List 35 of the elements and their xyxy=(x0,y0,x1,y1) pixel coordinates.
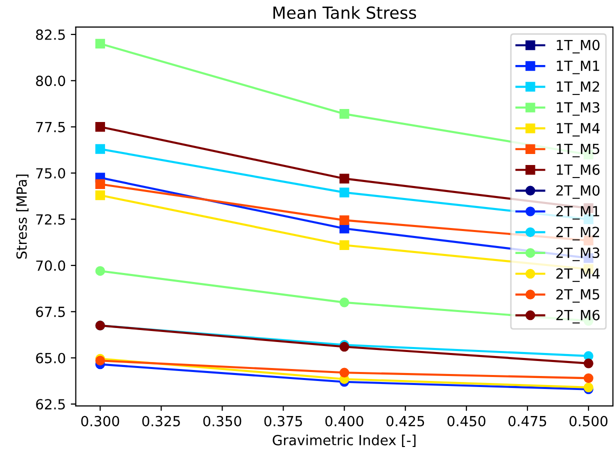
y-tick-label: 77.5 xyxy=(36,122,65,132)
legend-label: 2T_M5 xyxy=(556,289,600,303)
x-tick-label: 0.400 xyxy=(325,416,364,426)
y-tick-label: 70.0 xyxy=(36,260,66,271)
y-axis-title: Stress [MPa] xyxy=(16,174,29,259)
y-tick-label: 82.5 xyxy=(36,29,65,40)
legend-label: 1T_M3 xyxy=(556,102,600,116)
x-tick-label: 0.350 xyxy=(203,416,242,426)
legend-label: 1T_M2 xyxy=(556,81,600,95)
x-tick-label: 0.300 xyxy=(81,416,120,426)
y-tick-label: 62.5 xyxy=(36,399,65,410)
x-tick-label: 0.425 xyxy=(386,416,424,426)
legend-label: 2T_M1 xyxy=(556,206,600,220)
legend-label: 2T_M2 xyxy=(556,226,600,240)
x-tick-label: 0.375 xyxy=(264,416,302,426)
y-tick-label: 75.0 xyxy=(36,168,66,179)
legend-label: 2T_M3 xyxy=(556,248,600,262)
x-tick-label: 0.500 xyxy=(570,416,608,426)
x-tick-label: 0.475 xyxy=(508,416,546,426)
legend-label: 1T_M1 xyxy=(556,60,600,74)
legend-label: 2T_M0 xyxy=(556,185,600,199)
x-tick-label: 0.450 xyxy=(447,416,486,426)
x-axis-title: Gravimetric Index [-] xyxy=(272,434,416,448)
legend-label: 1T_M4 xyxy=(556,123,600,136)
y-tick-label: 72.5 xyxy=(36,214,65,225)
y-tick-label: 65.0 xyxy=(36,352,66,364)
legend-label: 1T_M6 xyxy=(556,164,600,178)
y-tick-label: 67.5 xyxy=(36,306,65,318)
legend-label: 2T_M4 xyxy=(556,268,600,282)
legend-label: 2T_M6 xyxy=(556,310,600,324)
y-tick-label: 80.0 xyxy=(36,76,66,86)
legend-label: 1T_M0 xyxy=(556,40,600,54)
chart-title: Mean Tank Stress xyxy=(273,6,416,19)
legend-label: 1T_M5 xyxy=(556,144,600,158)
x-tick-label: 0.325 xyxy=(142,416,180,426)
